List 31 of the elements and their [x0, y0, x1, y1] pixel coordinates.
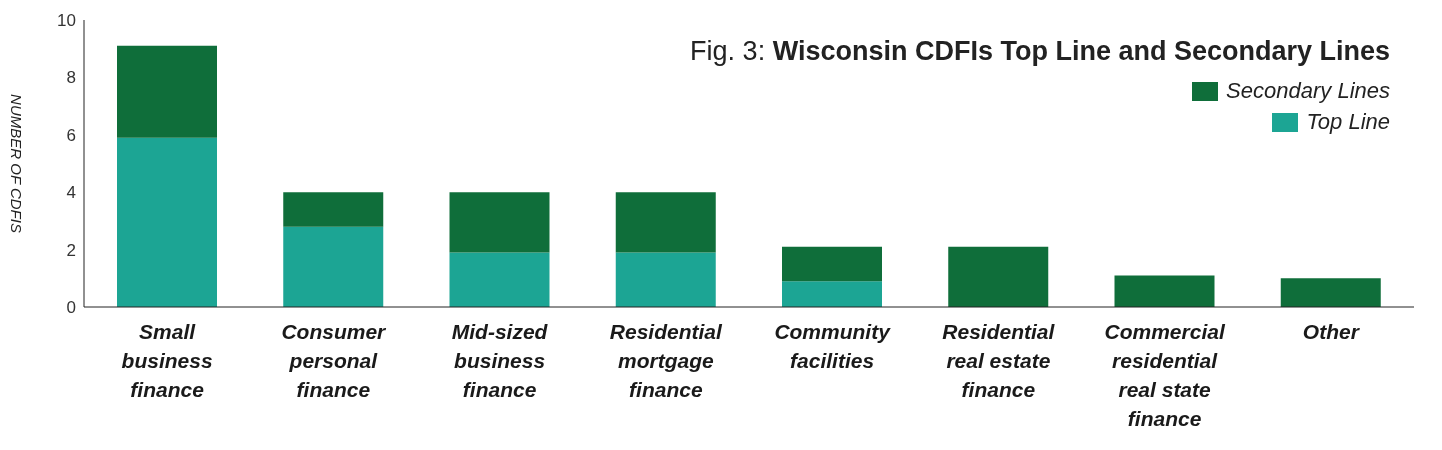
- y-tick-label: 6: [66, 125, 76, 145]
- x-tick-label: Consumer personal finance: [281, 320, 388, 401]
- bar: [615, 192, 716, 253]
- bar: [117, 137, 217, 307]
- x-tick-label: Small business finance: [121, 320, 213, 401]
- x-tick-label: Residential real estate finance: [942, 320, 1056, 401]
- bar: [449, 252, 550, 307]
- text: Fig. 3: Wisconsin CDFIs Top Line and Secondary Lines: [690, 36, 1390, 66]
- y-tick-label: 2: [66, 240, 76, 260]
- bar: [782, 281, 882, 307]
- y-tick-label: 10: [57, 11, 76, 31]
- y-tick-label: 4: [66, 183, 76, 203]
- bar: [948, 246, 1049, 307]
- legend-label: Secondary Lines: [1226, 78, 1390, 104]
- x-tick-label: Residential mortgage finance: [609, 320, 724, 401]
- bar: [1280, 278, 1381, 307]
- bar: [782, 246, 882, 282]
- y-tick-label: 0: [66, 298, 76, 318]
- bar: [283, 192, 384, 227]
- x-tick-label: Commercial residential real state finance: [1104, 320, 1226, 430]
- legend-label: Top Line: [1306, 109, 1390, 135]
- bar: [615, 252, 716, 307]
- bar: [1114, 275, 1215, 307]
- bar: [117, 45, 217, 138]
- x-tick-label: Other: [1302, 320, 1361, 343]
- x-tick-label: Community facilities: [774, 320, 892, 372]
- bar: [449, 192, 550, 253]
- bar: [283, 226, 384, 307]
- y-tick-label: 8: [66, 68, 76, 88]
- x-tick-label: Mid-sized business finance: [451, 320, 549, 401]
- y-axis-title: NUMBER OF CDFIS: [7, 94, 25, 233]
